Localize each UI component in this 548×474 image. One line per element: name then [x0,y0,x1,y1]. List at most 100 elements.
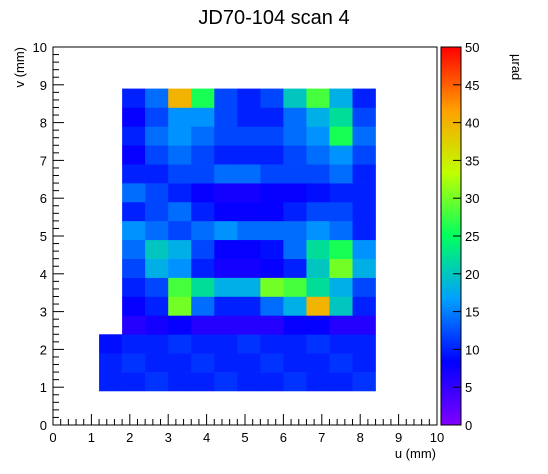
heatmap-cell [260,201,284,222]
heatmap-cell [214,201,238,222]
colorbar-tick-label: 5 [465,380,472,395]
y-tick-label: 4 [40,267,47,282]
heatmap-cell [306,334,330,354]
heatmap-cell [237,353,261,373]
heatmap-cell [168,183,192,203]
heatmap-cell [260,315,284,335]
y-tick-label: 9 [40,78,47,93]
heatmap-cell [352,334,376,354]
heatmap-cell [283,353,307,373]
heatmap-cell [191,164,215,184]
heatmap-cell [122,220,146,241]
heatmap-cell [283,164,307,184]
heatmap-cell [260,183,284,203]
heatmap-cell [214,372,238,392]
x-tick-label: 0 [49,430,56,445]
heatmap-cell [122,372,146,392]
heatmap-cell [237,126,261,146]
heatmap-cell [237,296,261,316]
heatmap-cell [168,239,192,259]
colorbar-tick-label: 0 [465,418,472,433]
heatmap-cell [237,220,261,241]
y-tick-label: 8 [40,116,47,131]
heatmap-cell [352,145,376,165]
heatmap-cell [306,145,330,165]
heatmap-cell [214,220,238,241]
heatmap-cell [122,145,146,165]
y-tick-label: 5 [40,229,47,244]
heatmap-cell [283,239,307,259]
heatmap-cell [191,296,215,316]
heatmap-cell [145,258,169,278]
heatmap-cell [306,126,330,146]
heatmap-cell [283,201,307,222]
colorbar-tick-label: 30 [465,191,479,206]
heatmap-cell [122,277,146,297]
x-tick-label: 3 [165,430,172,445]
heatmap-cell [168,372,192,392]
heatmap-cell [214,353,238,373]
heatmap-cell [260,296,284,316]
heatmap-cell [237,107,261,127]
heatmap-cell [283,220,307,241]
colorbar-label: µrad [509,54,524,80]
heatmap-cell [352,315,376,335]
heatmap-cell [191,372,215,392]
heatmap-cell [306,88,330,108]
colorbar-tick-label: 40 [465,116,479,131]
y-tick-label: 2 [40,342,47,357]
heatmap-cell [306,220,330,241]
y-tick-label: 10 [33,40,47,55]
heatmap-cell [329,353,353,373]
heatmap-cell [122,201,146,222]
heatmap-cell [145,201,169,222]
heatmap-cell [191,107,215,127]
heatmap-cell [260,126,284,146]
heatmap-cell [99,334,123,354]
colorbar-tick-label: 45 [465,78,479,93]
heatmap-cell [260,334,284,354]
heatmap-cell [145,88,169,108]
heatmap-cell [260,145,284,165]
x-tick-label: 5 [241,430,248,445]
heatmap-cell [168,201,192,222]
x-tick-label: 10 [430,430,444,445]
heatmap-cell [145,277,169,297]
heatmap-cell [214,296,238,316]
y-tick-label: 6 [40,191,47,206]
heatmap-cell [283,315,307,335]
heatmap-cell [99,372,123,392]
heatmap-cell [283,258,307,278]
heatmap-cell [145,372,169,392]
heatmap-cell [168,277,192,297]
heatmap-cell [145,145,169,165]
heatmap-cell [283,107,307,127]
heatmap-cell [329,315,353,335]
heatmap-cell [283,277,307,297]
heatmap-cell [306,258,330,278]
heatmap-cell [122,353,146,373]
heatmap-cell [237,277,261,297]
heatmap-cell [168,126,192,146]
heatmap-cell [214,258,238,278]
y-tick-label: 1 [40,380,47,395]
heatmap-cell [122,107,146,127]
heatmap-cell [191,145,215,165]
heatmap-cell [214,164,238,184]
heatmap-cell [260,164,284,184]
heatmap-cell [352,164,376,184]
heatmap-cell [329,145,353,165]
heatmap-cell [306,296,330,316]
heatmap-cell [191,220,215,241]
heatmap-cell [145,353,169,373]
heatmap-cell [260,258,284,278]
heatmap-cell [260,220,284,241]
heatmap-cell [352,277,376,297]
x-tick-label: 2 [126,430,133,445]
heatmap-cell [329,164,353,184]
heatmap-cell [329,239,353,259]
y-tick-label: 0 [40,418,47,433]
heatmap-cell [283,372,307,392]
x-tick-label: 7 [318,430,325,445]
heatmap-cell [168,334,192,354]
